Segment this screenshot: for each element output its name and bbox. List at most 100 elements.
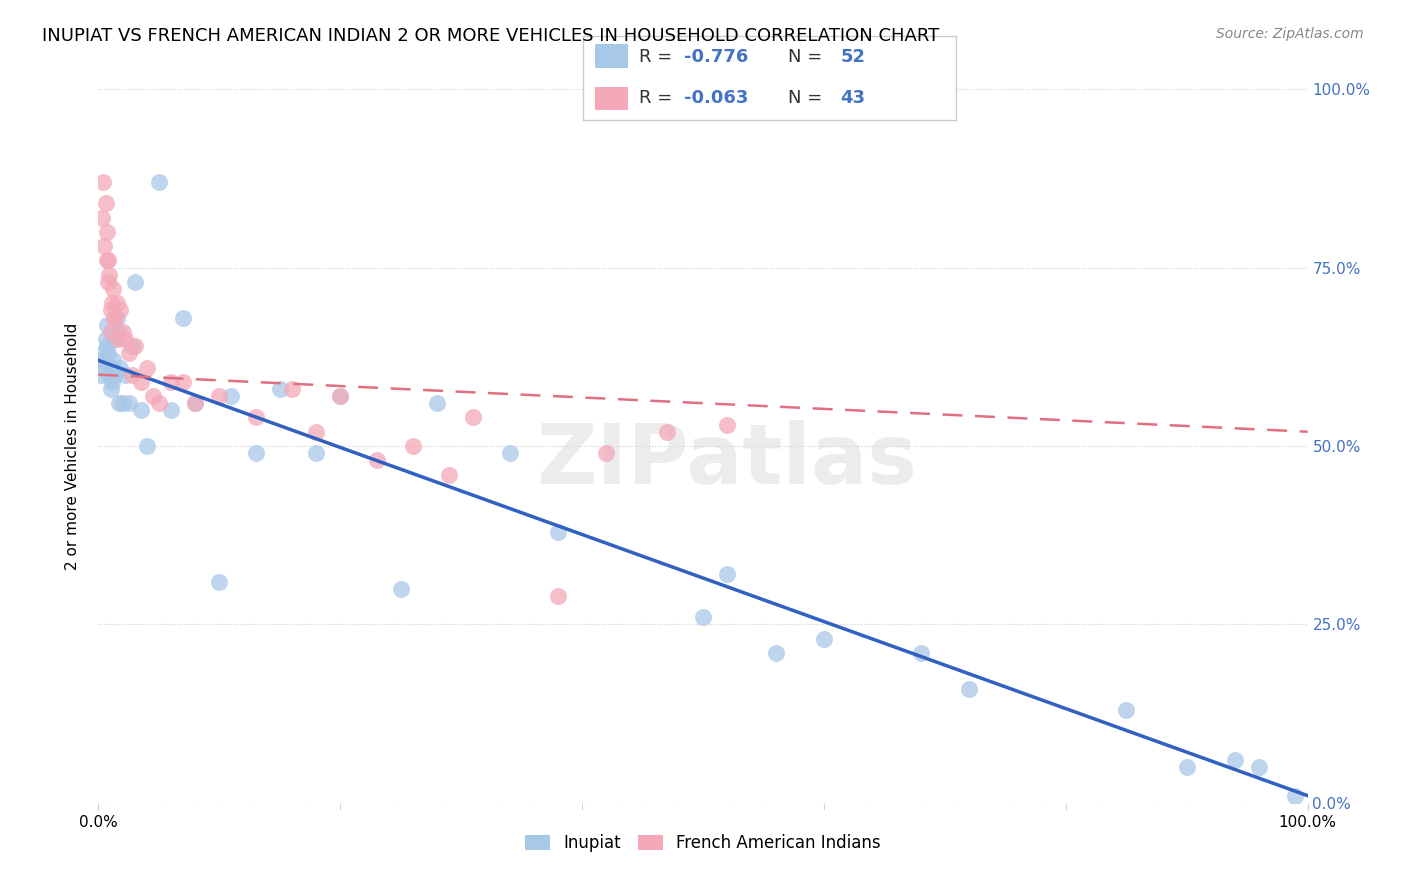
Point [463, 410, 485, 425]
Point [91, 346, 114, 360]
Bar [595, 87, 628, 111]
Point [208, 389, 231, 403]
Point [108, 360, 131, 375]
Point [1223, 753, 1246, 767]
Text: N =: N = [789, 48, 828, 66]
Text: R =: R = [640, 48, 678, 66]
Point [1284, 789, 1306, 803]
Point [103, 332, 125, 346]
Point [94, 332, 117, 346]
Point [100, 360, 122, 375]
Point [305, 425, 328, 439]
Bar [595, 45, 628, 68]
Point [105, 310, 128, 325]
Point [160, 403, 183, 417]
Point [97, 346, 120, 360]
Text: 43: 43 [841, 89, 866, 107]
Point [124, 275, 146, 289]
Point [96, 339, 118, 353]
Point [245, 446, 267, 460]
Point [269, 382, 291, 396]
Point [107, 332, 129, 346]
Point [366, 453, 388, 467]
Point [172, 375, 194, 389]
Point [437, 467, 460, 482]
Point [221, 389, 243, 403]
Point [103, 310, 125, 325]
Point [692, 610, 714, 624]
Point [208, 574, 231, 589]
Point [100, 375, 122, 389]
Point [148, 396, 170, 410]
Point [96, 253, 118, 268]
Point [98, 268, 121, 282]
Point [1175, 760, 1198, 774]
Point [100, 303, 122, 318]
Point [100, 325, 122, 339]
Point [129, 375, 152, 389]
Point [111, 396, 134, 410]
Point [114, 368, 136, 382]
Point [93, 239, 115, 253]
Point [426, 396, 449, 410]
Point [97, 275, 120, 289]
Point [91, 211, 114, 225]
Point [305, 446, 328, 460]
Point [91, 175, 114, 189]
Text: R =: R = [640, 89, 678, 107]
Text: -0.776: -0.776 [685, 48, 748, 66]
Point [1115, 703, 1137, 717]
Point [716, 567, 738, 582]
Point [111, 325, 134, 339]
Point [96, 225, 118, 239]
Text: ZIPatlas: ZIPatlas [537, 420, 918, 500]
Point [96, 318, 118, 332]
Point [90, 368, 112, 382]
Point [135, 360, 157, 375]
Point [93, 360, 115, 375]
Point [97, 253, 120, 268]
Point [547, 524, 569, 539]
Point [108, 396, 131, 410]
Point [104, 310, 127, 325]
Point [547, 589, 569, 603]
Point [114, 332, 136, 346]
Point [281, 382, 304, 396]
Point [148, 175, 170, 189]
Point [124, 339, 146, 353]
Point [100, 296, 122, 310]
Point [595, 446, 617, 460]
Point [765, 646, 787, 660]
Point [245, 410, 267, 425]
Text: 52: 52 [841, 48, 866, 66]
Point [118, 396, 141, 410]
Point [107, 325, 129, 339]
Point [329, 389, 352, 403]
Point [389, 582, 412, 596]
Y-axis label: 2 or more Vehicles in Household: 2 or more Vehicles in Household [65, 322, 80, 570]
Text: N =: N = [789, 89, 828, 107]
Point [910, 646, 932, 660]
Point [184, 396, 207, 410]
Point [160, 375, 183, 389]
Point [101, 282, 124, 296]
Point [142, 389, 165, 403]
Text: -0.063: -0.063 [685, 89, 748, 107]
Text: INUPIAT VS FRENCH AMERICAN INDIAN 2 OR MORE VEHICLES IN HOUSEHOLD CORRELATION CH: INUPIAT VS FRENCH AMERICAN INDIAN 2 OR M… [42, 27, 939, 45]
Point [98, 368, 121, 382]
Point [121, 368, 143, 382]
Point [105, 296, 128, 310]
Point [172, 310, 194, 325]
Point [813, 632, 835, 646]
Point [129, 403, 152, 417]
Point [957, 681, 980, 696]
Point [716, 417, 738, 432]
Point [91, 353, 114, 368]
Point [108, 303, 131, 318]
Point [402, 439, 425, 453]
Point [121, 339, 143, 353]
Point [655, 425, 678, 439]
Point [94, 353, 117, 368]
Point [184, 396, 207, 410]
Point [94, 196, 117, 211]
